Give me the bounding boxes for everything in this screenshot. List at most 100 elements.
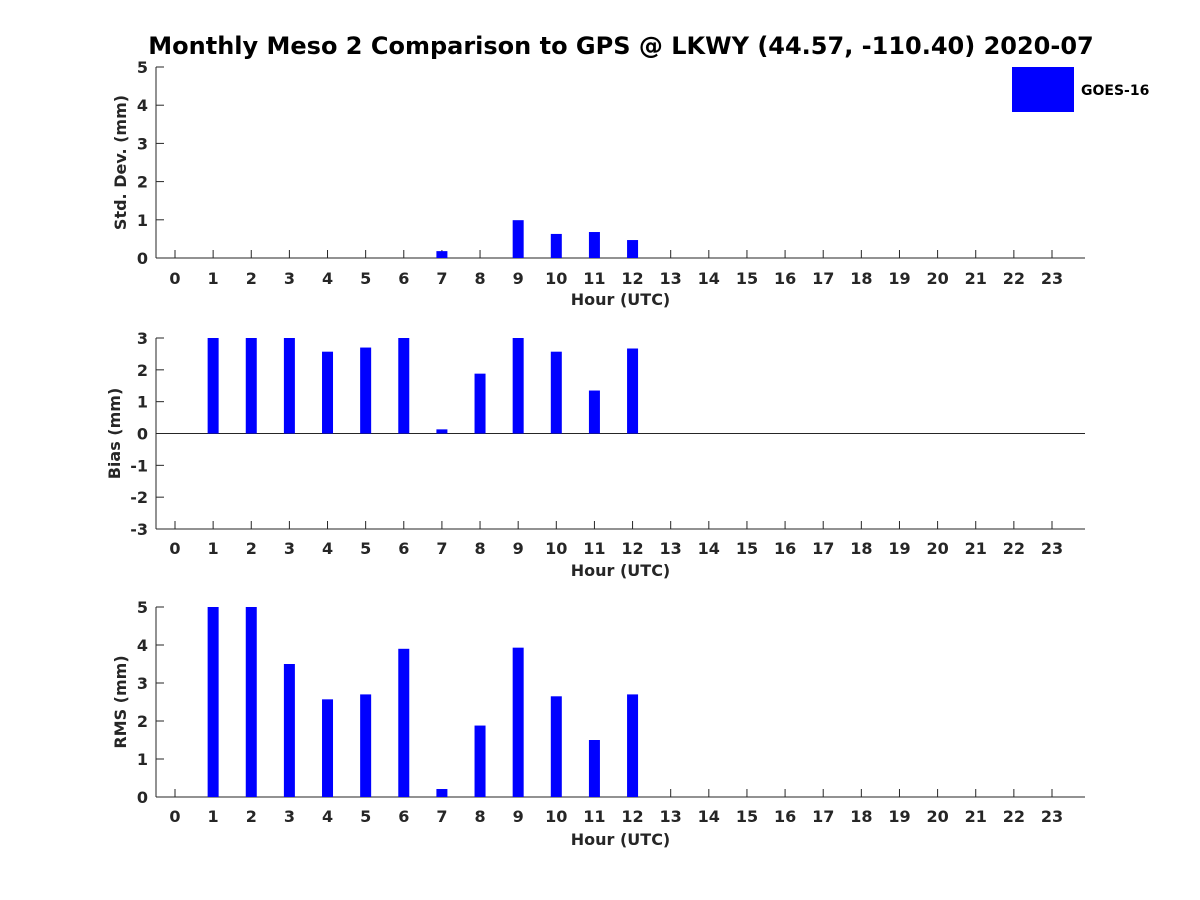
rms-x-tick-label: 22	[1003, 807, 1025, 826]
std-dev-bar-hour-11	[588, 232, 600, 258]
bias-x-tick-label: 8	[474, 539, 485, 558]
bias-x-tick-label: 9	[513, 539, 524, 558]
bias-y-tick-label: 2	[137, 361, 148, 380]
std-dev-x-tick-label: 11	[583, 269, 605, 288]
bias-x-tick-label: 18	[850, 539, 872, 558]
bias-y-tick-label: -1	[130, 456, 148, 475]
std-dev-x-tick-label: 16	[774, 269, 796, 288]
rms-x-tick-label: 15	[736, 807, 758, 826]
std-dev-x-tick-label: 9	[513, 269, 524, 288]
bias-x-tick-label: 6	[398, 539, 409, 558]
rms-bar-hour-1	[207, 607, 219, 797]
bias-x-tick-label: 21	[965, 539, 987, 558]
bias-bar-hour-6	[398, 338, 410, 434]
rms-y-tick-label: 5	[137, 598, 148, 617]
rms-x-tick-label: 12	[621, 807, 643, 826]
std-dev-x-tick-label: 2	[246, 269, 257, 288]
bias-bar-hour-1	[207, 338, 219, 434]
bias-x-tick-label: 2	[246, 539, 257, 558]
std-dev-bar-hour-10	[550, 233, 562, 258]
bias-x-tick-label: 5	[360, 539, 371, 558]
rms-x-tick-label: 18	[850, 807, 872, 826]
rms-y-tick-label: 3	[137, 674, 148, 693]
std-dev-bar-hour-7	[436, 251, 448, 258]
rms-x-tick-label: 23	[1041, 807, 1063, 826]
std-dev-x-tick-label: 12	[621, 269, 643, 288]
bias-y-tick-label: 3	[137, 329, 148, 348]
rms-x-tick-label: 11	[583, 807, 605, 826]
bias-x-axis-label: Hour (UTC)	[571, 561, 671, 580]
rms-bar-hour-12	[627, 694, 639, 797]
bias-x-tick-label: 22	[1003, 539, 1025, 558]
rms-bar-hour-11	[588, 740, 600, 797]
std-dev-x-tick-label: 15	[736, 269, 758, 288]
rms-x-tick-label: 4	[322, 807, 333, 826]
rms-bar-hour-10	[550, 696, 562, 797]
legend-label: GOES-16	[1081, 83, 1149, 99]
std-dev-x-tick-label: 7	[436, 269, 447, 288]
std-dev-x-tick-label: 14	[698, 269, 720, 288]
bias-x-tick-label: 17	[812, 539, 834, 558]
rms-x-tick-label: 20	[926, 807, 948, 826]
std-dev-y-tick-label: 3	[137, 134, 148, 153]
rms-x-axis-label: Hour (UTC)	[571, 830, 671, 849]
std-dev-bar-hour-12	[627, 240, 639, 258]
rms-x-tick-label: 14	[698, 807, 720, 826]
std-dev-y-tick-label: 4	[137, 96, 148, 115]
bias-x-tick-label: 7	[436, 539, 447, 558]
bias-bar-hour-11	[588, 390, 600, 434]
std-dev-x-tick-label: 21	[965, 269, 987, 288]
bias-y-axis-label: Bias (mm)	[105, 388, 124, 480]
std-dev-x-tick-label: 3	[284, 269, 295, 288]
bias-y-tick-label: -2	[130, 488, 148, 507]
bias-bar-hour-4	[322, 351, 334, 434]
figure-title: Monthly Meso 2 Comparison to GPS @ LKWY …	[148, 32, 1093, 60]
bias-x-tick-label: 20	[926, 539, 948, 558]
std-dev-x-tick-label: 22	[1003, 269, 1025, 288]
rms-bar-hour-6	[398, 648, 410, 797]
bias-bar-hour-10	[550, 351, 562, 434]
std-dev-y-tick-label: 5	[137, 58, 148, 77]
std-dev-x-axis-label: Hour (UTC)	[571, 290, 671, 309]
rms-bar-hour-2	[245, 607, 257, 797]
bias-bar-hour-12	[627, 348, 639, 434]
std-dev-x-tick-label: 8	[474, 269, 485, 288]
legend-swatch	[1012, 67, 1074, 112]
bias-x-tick-label: 3	[284, 539, 295, 558]
bias-y-tick-label: 0	[137, 425, 148, 444]
bias-x-tick-label: 23	[1041, 539, 1063, 558]
std-dev-x-tick-label: 1	[208, 269, 219, 288]
rms-y-tick-label: 2	[137, 712, 148, 731]
bias-bar-hour-5	[360, 347, 372, 434]
rms-bar-hour-5	[360, 694, 372, 797]
bias-x-tick-label: 13	[660, 539, 682, 558]
rms-y-axis-label: RMS (mm)	[111, 655, 130, 748]
rms-y-tick-label: 4	[137, 636, 148, 655]
std-dev-bar-hour-9	[512, 220, 524, 258]
bias-bar-hour-8	[474, 373, 486, 434]
bias-y-tick-label: -3	[130, 520, 148, 539]
bias-x-tick-label: 1	[208, 539, 219, 558]
rms-x-tick-label: 6	[398, 807, 409, 826]
std-dev-x-tick-label: 19	[888, 269, 910, 288]
legend: GOES-16	[1012, 67, 1149, 112]
bias-bar-hour-7	[436, 429, 448, 434]
std-dev-x-tick-label: 17	[812, 269, 834, 288]
bias-x-tick-label: 14	[698, 539, 720, 558]
rms-x-tick-label: 1	[208, 807, 219, 826]
bias-bar-hour-3	[283, 338, 295, 434]
rms-bar-hour-7	[436, 789, 448, 797]
bias-bar-hour-2	[245, 338, 257, 434]
std-dev-x-tick-label: 4	[322, 269, 333, 288]
bias-bar-hour-9	[512, 338, 524, 434]
rms-x-tick-label: 0	[169, 807, 180, 826]
std-dev-x-tick-label: 20	[926, 269, 948, 288]
rms-x-tick-label: 9	[513, 807, 524, 826]
rms-x-tick-label: 8	[474, 807, 485, 826]
std-dev-x-tick-label: 10	[545, 269, 567, 288]
rms-x-tick-label: 16	[774, 807, 796, 826]
std-dev-y-axis-label: Std. Dev. (mm)	[111, 95, 130, 230]
bias-x-tick-label: 0	[169, 539, 180, 558]
